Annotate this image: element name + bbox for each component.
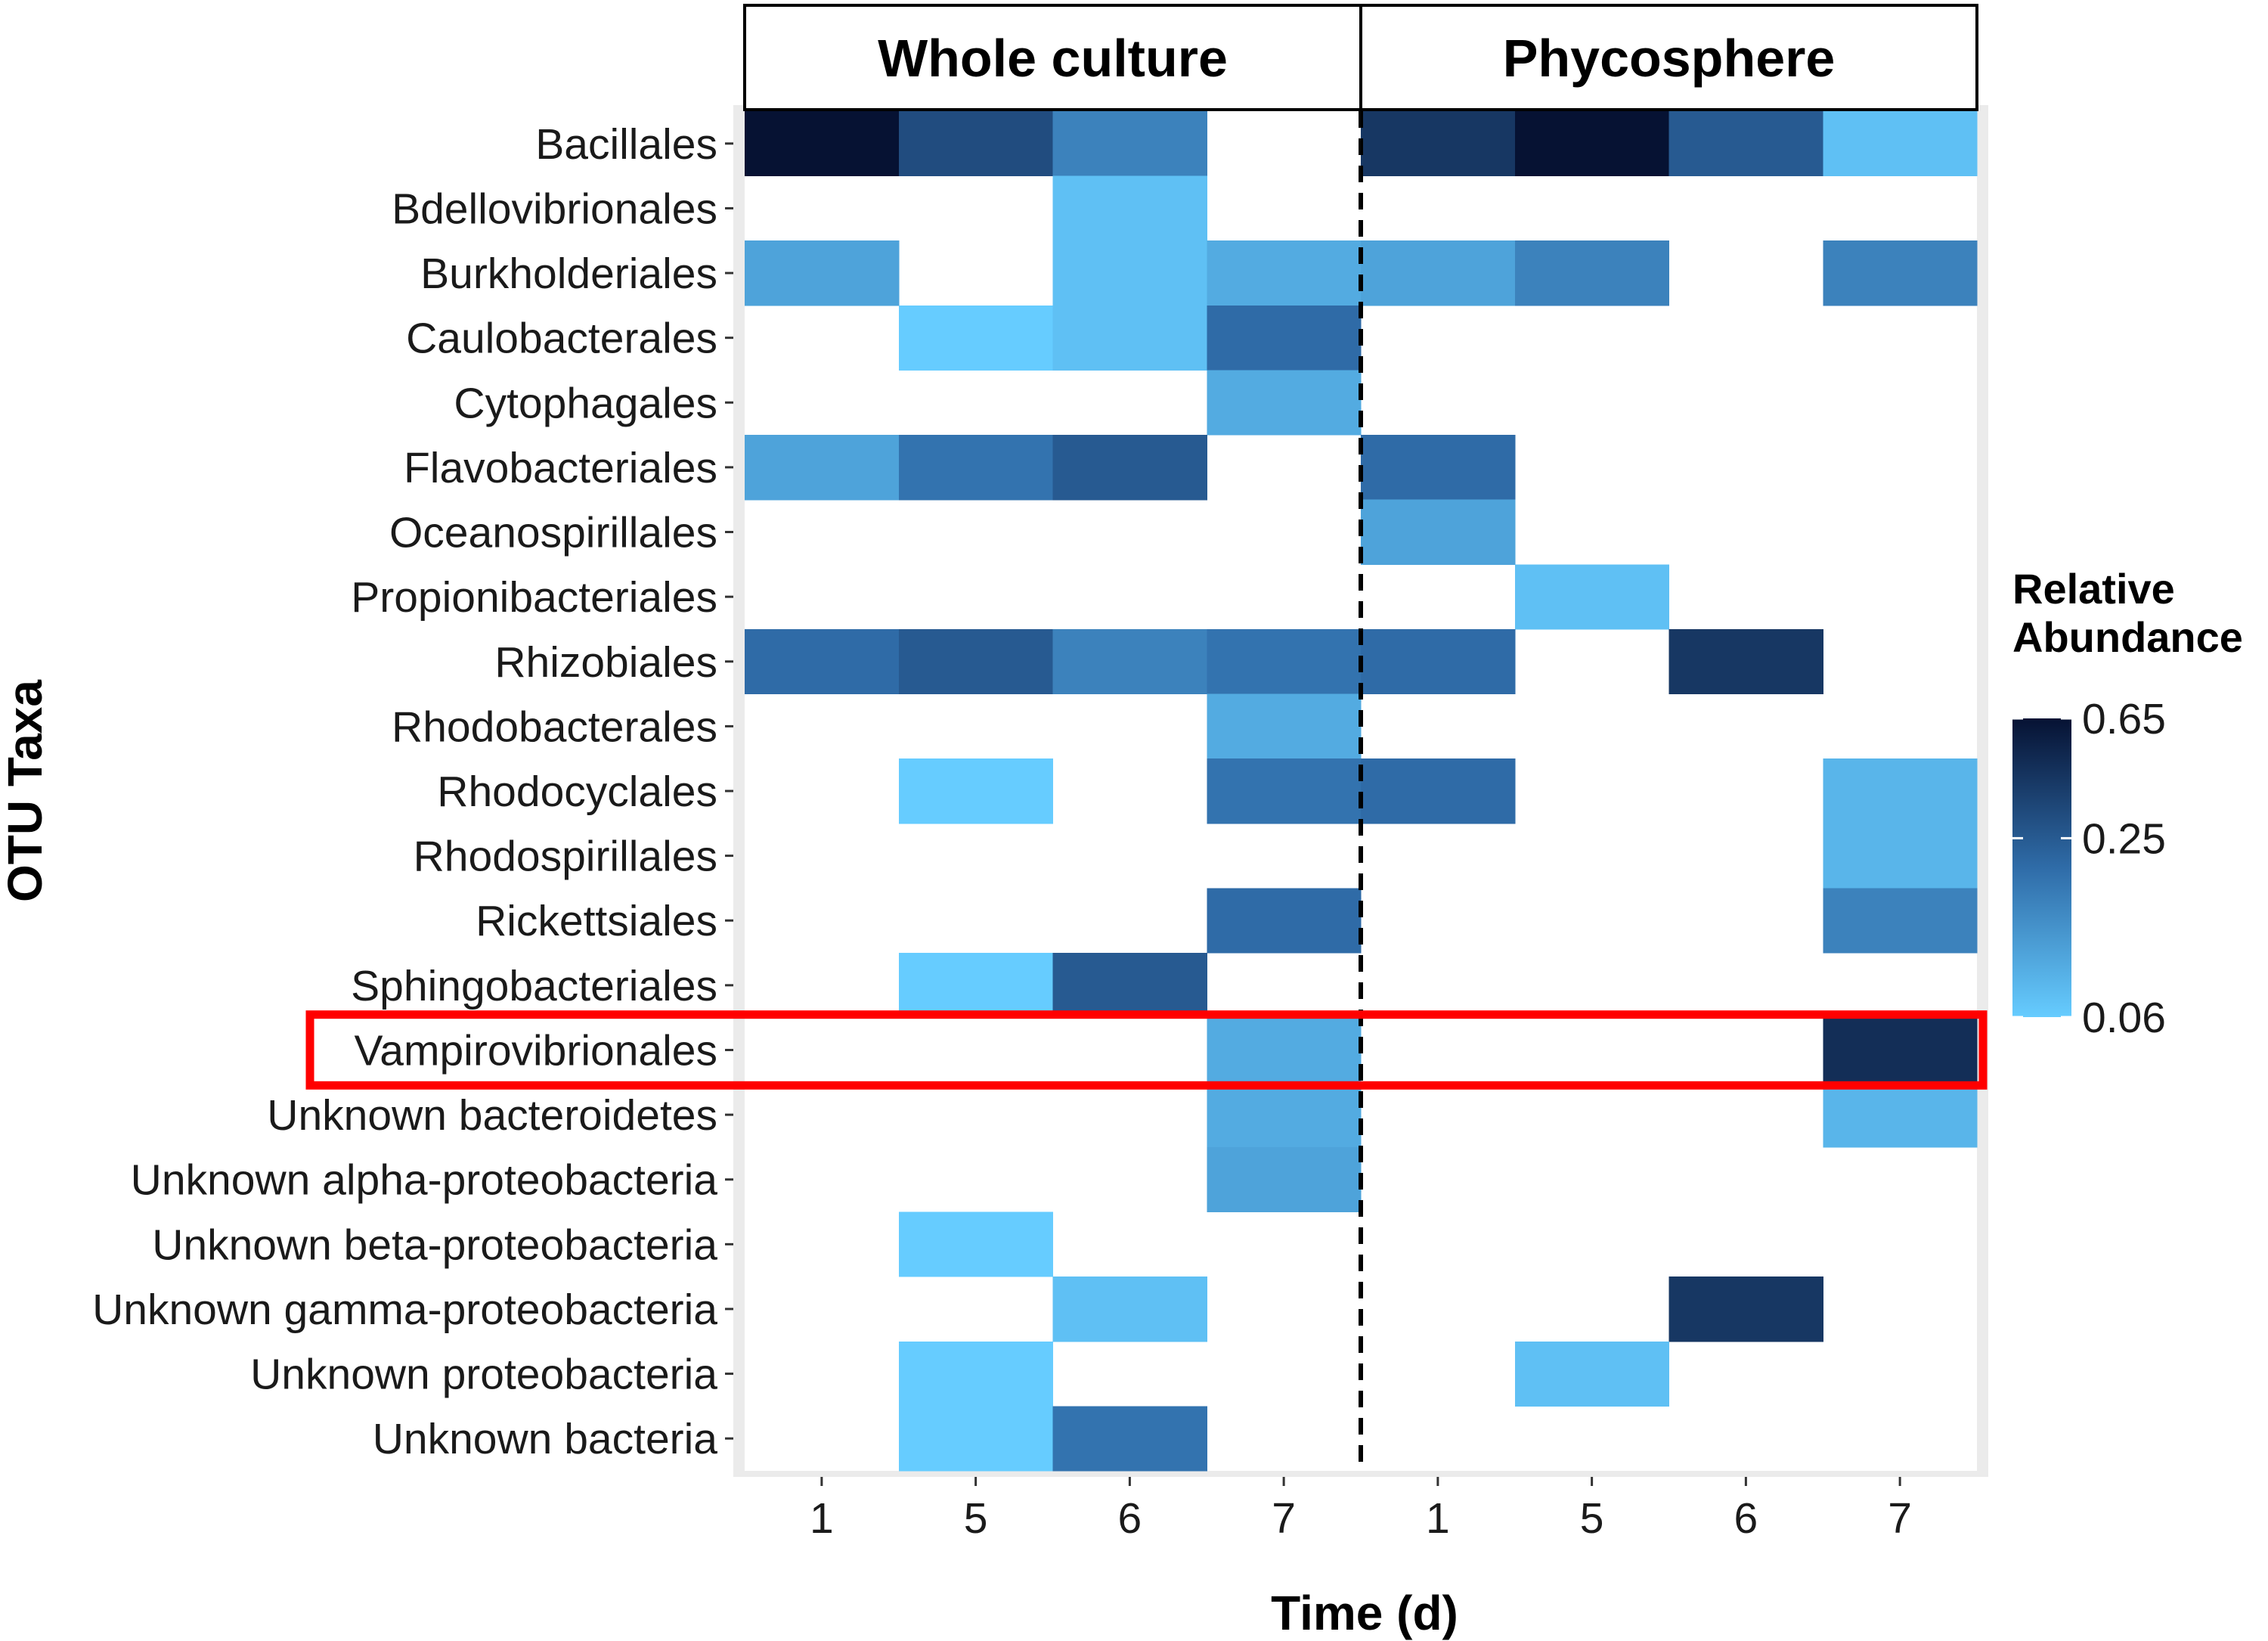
heatmap-cell bbox=[1052, 111, 1207, 177]
x-tick-label: 7 bbox=[1272, 1494, 1296, 1543]
y-tick-label: Vampirovibrionales bbox=[355, 1026, 718, 1075]
heatmap-cell bbox=[1052, 1277, 1207, 1342]
y-tick-label: Unknown bacteria bbox=[373, 1415, 718, 1463]
heatmap-cell bbox=[1052, 305, 1207, 371]
heatmap-cell bbox=[1361, 758, 1516, 824]
x-tick-label: 1 bbox=[1426, 1494, 1450, 1543]
y-tick-label: Unknown gamma-proteobacteria bbox=[92, 1286, 717, 1334]
heatmap-cell bbox=[898, 1211, 1054, 1277]
x-tick-label: 1 bbox=[810, 1494, 834, 1543]
y-axis-title: OTU Taxa bbox=[0, 680, 52, 902]
y-tick-label: Rhodobacterales bbox=[392, 703, 717, 751]
heatmap-cell bbox=[1361, 499, 1516, 565]
heatmap-cell bbox=[1207, 693, 1362, 759]
heatmap-cell bbox=[898, 953, 1054, 1019]
y-tick-label: Rhizobiales bbox=[494, 638, 717, 687]
y-tick-label: Unknown proteobacteria bbox=[250, 1351, 717, 1399]
heatmap-cell bbox=[1361, 435, 1516, 501]
heatmap-cell bbox=[1207, 888, 1362, 954]
y-tick-label: Bacillales bbox=[535, 120, 717, 169]
heatmap-cell bbox=[745, 435, 900, 501]
heatmap-cell bbox=[898, 1406, 1054, 1472]
panel-header-2 bbox=[1359, 4, 1978, 111]
y-tick-label: Oceanospirillales bbox=[389, 509, 717, 557]
heatmap-cell bbox=[745, 111, 900, 177]
x-tick-label: 5 bbox=[964, 1494, 988, 1543]
panel-header-label: Whole culture bbox=[878, 29, 1228, 88]
panel-header-1 bbox=[743, 4, 1362, 111]
heatmap-cell bbox=[1052, 435, 1207, 501]
heatmap-cell bbox=[1823, 240, 1978, 306]
x-tick-label: 7 bbox=[1888, 1494, 1912, 1543]
y-tick-label: Burkholderiales bbox=[420, 250, 717, 298]
y-tick-label: Cytophagales bbox=[454, 379, 717, 427]
heatmap-cell bbox=[1207, 240, 1362, 306]
heatmap-cell bbox=[1823, 758, 1978, 824]
heatmap-cell bbox=[1361, 240, 1516, 306]
heatmap-cell bbox=[1668, 1277, 1823, 1342]
y-tick-label: Unknown beta-proteobacteria bbox=[152, 1221, 717, 1269]
colorbar bbox=[2012, 718, 2071, 1017]
legend-title-line-2: Abundance bbox=[2012, 613, 2243, 661]
colorbar-tick-label: 0.25 bbox=[2082, 814, 2166, 863]
heatmap-cell bbox=[1823, 823, 1978, 889]
heatmap-cell bbox=[1514, 1341, 1670, 1407]
y-tick-label: Propionibacteriales bbox=[351, 573, 717, 622]
y-tick-label: Caulobacterales bbox=[406, 315, 717, 363]
heatmap-cell bbox=[1207, 370, 1362, 436]
heatmap-cell bbox=[1052, 240, 1207, 306]
heatmap-cell bbox=[1514, 564, 1670, 630]
highlight-box bbox=[305, 1010, 1988, 1090]
heatmap-cell bbox=[898, 628, 1054, 695]
heatmap-cell bbox=[745, 240, 900, 306]
y-tick-label: Rhodocyclales bbox=[437, 768, 717, 816]
heatmap-cell bbox=[1514, 111, 1670, 177]
heatmap-cell bbox=[1052, 1406, 1207, 1472]
y-tick-label: Unknown alpha-proteobacteria bbox=[131, 1156, 718, 1205]
heatmap-cell bbox=[1052, 628, 1207, 695]
y-tick-label: Bdellovibrionales bbox=[392, 185, 717, 233]
colorbar-tick-label: 0.65 bbox=[2082, 695, 2166, 743]
heatmap-cell bbox=[1207, 1082, 1362, 1148]
y-tick-label: Flavobacteriales bbox=[404, 444, 717, 492]
heatmap-cell bbox=[1052, 175, 1207, 241]
heatmap-cell bbox=[898, 435, 1054, 501]
heatmap-cell bbox=[1823, 1017, 1978, 1083]
y-tick-label: Rhodospirillales bbox=[414, 833, 717, 881]
heatmap-cell bbox=[1823, 1082, 1978, 1148]
heatmap-cell bbox=[1052, 953, 1207, 1019]
heatmap-cell bbox=[1207, 758, 1362, 824]
heatmap-cell bbox=[1823, 111, 1978, 177]
x-tick-label: 5 bbox=[1580, 1494, 1604, 1543]
heatmap-cell bbox=[1207, 305, 1362, 371]
y-tick-label: Unknown bacteroidetes bbox=[267, 1091, 717, 1140]
heatmap-cell bbox=[1207, 1017, 1362, 1083]
x-tick-label: 6 bbox=[1118, 1494, 1142, 1543]
legend-title-line-1: Relative bbox=[2012, 565, 2175, 613]
heatmap-cell bbox=[1361, 111, 1516, 177]
heatmap-cell bbox=[1361, 628, 1516, 695]
y-tick-label: Sphingobacteriales bbox=[351, 962, 717, 1010]
x-axis-title: Time (d) bbox=[1271, 1586, 1458, 1640]
heatmap-cell bbox=[898, 111, 1054, 177]
x-tick-label: 6 bbox=[1734, 1494, 1758, 1543]
heatmap-cell bbox=[1207, 628, 1362, 695]
heatmap-cell bbox=[1823, 888, 1978, 954]
heatmap-cell bbox=[898, 1341, 1054, 1407]
colorbar-tick-label: 0.06 bbox=[2082, 994, 2166, 1042]
heatmap-cell bbox=[898, 305, 1054, 371]
heatmap-cell bbox=[745, 628, 900, 695]
heatmap-cell bbox=[1207, 1146, 1362, 1213]
heatmap-cell bbox=[898, 758, 1054, 824]
panel-header-label: Phycosphere bbox=[1503, 29, 1836, 88]
y-tick-label: Rickettsiales bbox=[476, 897, 717, 945]
heatmap-cell bbox=[1668, 628, 1823, 695]
heatmap-cell bbox=[1514, 240, 1670, 306]
heatmap-cell bbox=[1668, 111, 1823, 177]
